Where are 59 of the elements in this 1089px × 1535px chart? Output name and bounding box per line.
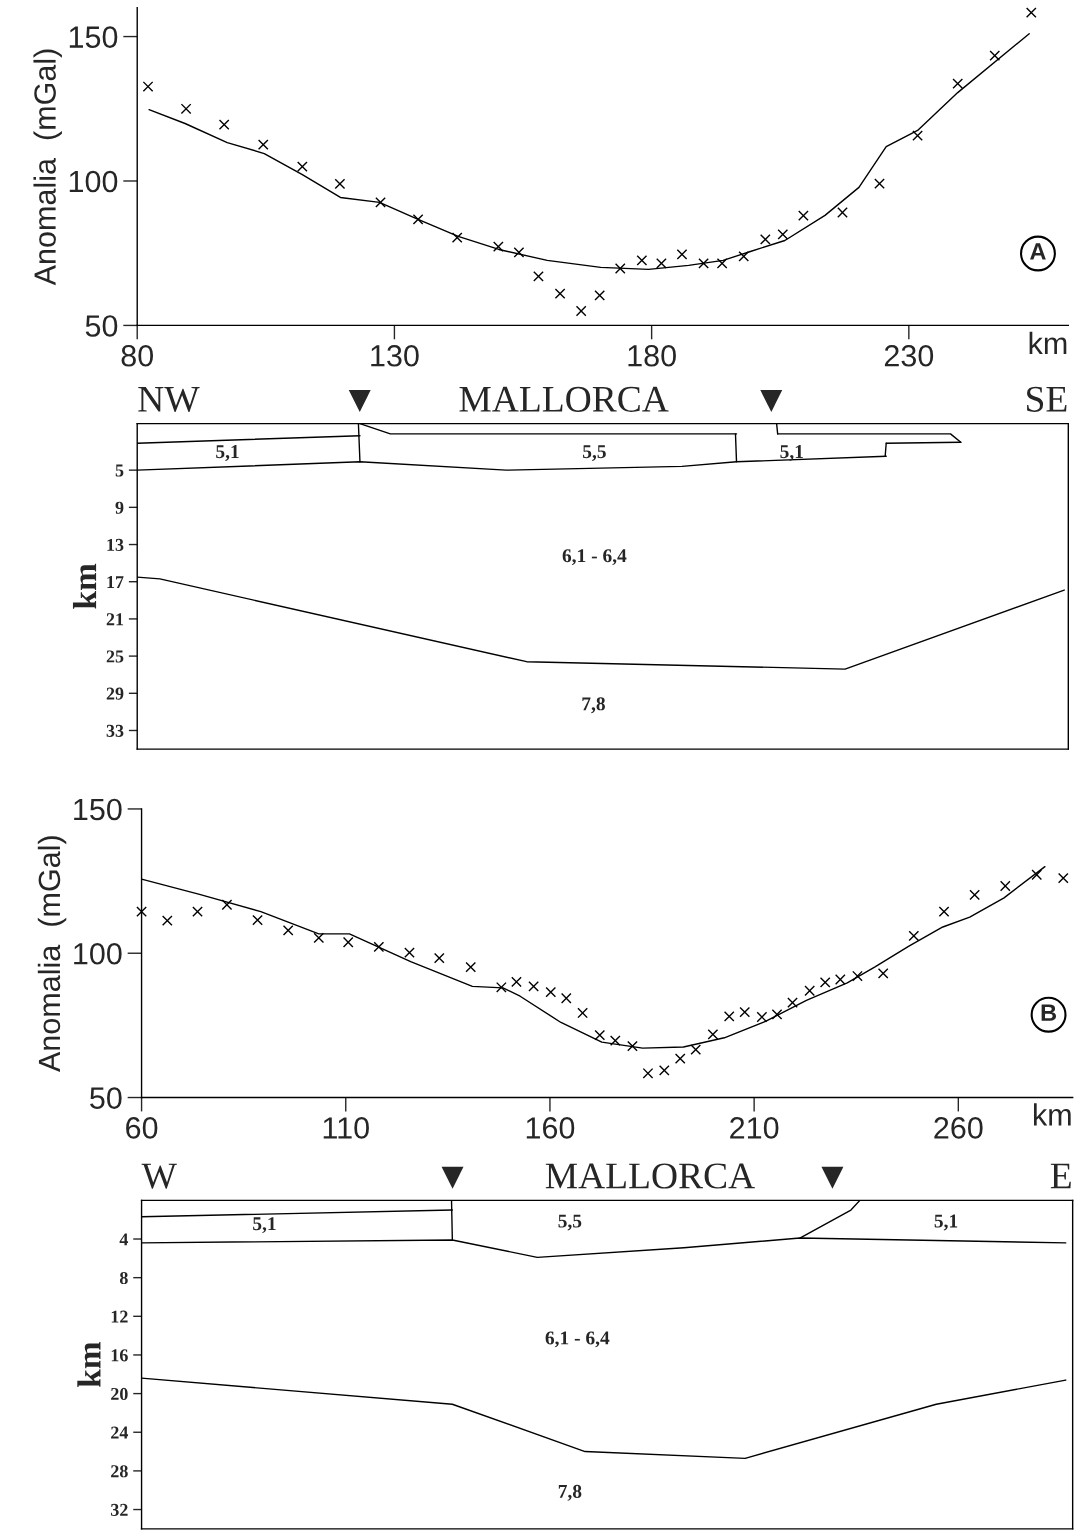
y-tick-label: 32 bbox=[111, 1503, 128, 1516]
text: ▼ bbox=[348, 390, 371, 412]
annotation: 5,1 bbox=[934, 1214, 958, 1231]
text: NW bbox=[138, 386, 200, 413]
y-tick-label: 50 bbox=[85, 315, 118, 337]
text: SE bbox=[1027, 386, 1067, 412]
y-tick-label: 150 bbox=[74, 798, 122, 821]
y-axis-title: km bbox=[72, 563, 97, 609]
x-tick-label: 110 bbox=[323, 1117, 369, 1139]
text: MALLORCA bbox=[459, 386, 669, 412]
y-tick-label: 50 bbox=[90, 1087, 122, 1109]
y-tick-label: 16 bbox=[111, 1349, 128, 1362]
annotation: 6,1 - 6,4 bbox=[545, 1331, 610, 1348]
annotation: B bbox=[1041, 1004, 1057, 1021]
y-tick-label: 5 bbox=[115, 464, 124, 477]
text: ▼ bbox=[441, 1166, 464, 1189]
text: W bbox=[141, 1163, 177, 1189]
x-tick-label: 80 bbox=[121, 344, 154, 367]
y-axis-title: Anomalia (mGal) bbox=[33, 49, 62, 286]
x-tick-label: 160 bbox=[526, 1117, 575, 1139]
annotation: 5,1 bbox=[216, 445, 239, 461]
y-tick-label: 25 bbox=[106, 650, 124, 663]
y-tick-label: 12 bbox=[111, 1310, 128, 1323]
y-tick-label: 100 bbox=[74, 942, 122, 965]
y-tick-label: 8 bbox=[119, 1271, 128, 1285]
y-tick-label: 4 bbox=[119, 1233, 129, 1246]
x-tick-label: 180 bbox=[628, 344, 676, 367]
y-tick-label: 24 bbox=[111, 1426, 129, 1439]
x-axis-title: km bbox=[1033, 1103, 1071, 1126]
y-tick-label: 20 bbox=[111, 1387, 128, 1401]
annotation: 6,1 - 6,4 bbox=[562, 549, 627, 566]
text: E bbox=[1050, 1163, 1071, 1189]
annotation: 5,1 bbox=[253, 1217, 276, 1234]
y-tick-label: 33 bbox=[106, 724, 124, 737]
x-tick-label: 130 bbox=[371, 344, 419, 367]
annotation: 5,1 bbox=[780, 445, 803, 461]
annotation: 5,5 bbox=[558, 1214, 582, 1231]
x-tick-label: 210 bbox=[730, 1117, 779, 1139]
annotation: 5,5 bbox=[583, 445, 606, 461]
x-tick-label: 260 bbox=[934, 1117, 983, 1139]
text: MALLORCA bbox=[545, 1163, 755, 1189]
x-tick-label: 60 bbox=[126, 1117, 158, 1139]
y-tick-label: 21 bbox=[106, 613, 124, 626]
annotation: A bbox=[1030, 243, 1046, 260]
y-tick-label: 9 bbox=[115, 501, 124, 514]
y-tick-label: 150 bbox=[69, 26, 118, 48]
y-tick-label: 29 bbox=[106, 687, 124, 700]
text: ▼ bbox=[760, 390, 783, 412]
y-axis-title: km bbox=[77, 1342, 101, 1387]
x-tick-label: 230 bbox=[884, 344, 934, 367]
x-axis-title: km bbox=[1029, 331, 1067, 354]
y-tick-label: 13 bbox=[107, 538, 124, 551]
y-tick-label: 100 bbox=[69, 170, 118, 193]
y-tick-label: 28 bbox=[111, 1465, 128, 1478]
annotation: 7,8 bbox=[582, 697, 605, 714]
y-axis-title: Anomalia (mGal) bbox=[37, 836, 67, 1073]
text: ▼ bbox=[821, 1166, 844, 1189]
annotation: 7,8 bbox=[558, 1484, 582, 1501]
y-tick-label: 17 bbox=[107, 576, 124, 588]
